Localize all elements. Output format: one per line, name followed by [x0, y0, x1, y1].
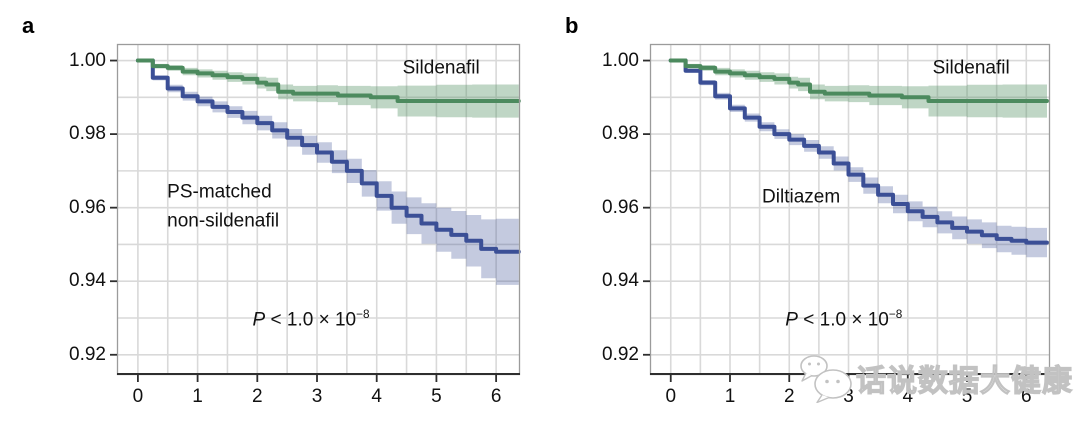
x-tick-label: 6 [1020, 386, 1032, 407]
panel-b: b 1.00 0.98 0.96 0.94 0.92 0 1 2 3 4 5 6 Sildenafil D… [540, 0, 1080, 434]
x-tick-label: 6 [490, 386, 502, 407]
survival-curve [668, 58, 1049, 103]
x-tick-label: 5 [961, 386, 973, 407]
survival-curve [135, 58, 521, 254]
y-tick-label: 1.00 [602, 49, 639, 71]
annotation-ps-matched-label: PS-matched non-sildenafil [167, 181, 280, 232]
panel-label-b: b [565, 13, 579, 38]
ci-band [137, 60, 519, 118]
x-tick-label: 3 [311, 386, 323, 407]
y-tick-label: 1.00 [69, 49, 106, 71]
y-tick-label: 0.92 [69, 343, 106, 365]
y-tick-label: 0.96 [69, 196, 106, 218]
x-tick-label: 1 [724, 386, 736, 407]
annotation-diltiazem-label: Diltiazem [762, 185, 841, 207]
x-tick-label: 5 [431, 386, 442, 407]
annotation-p-value: P < 1.0 × 10−8 [785, 307, 903, 331]
x-tick-label: 4 [902, 386, 914, 407]
annotation-sildenafil-label: Sildenafil [932, 57, 1010, 79]
x-tick-label: 4 [371, 386, 382, 407]
y-tick-label: 0.92 [602, 343, 639, 365]
plot-area-a [110, 43, 521, 382]
chat-bubbles-icon [800, 355, 852, 403]
y-tick-label: 0.94 [69, 270, 106, 292]
km-plot-b [643, 43, 1051, 382]
x-tick-label: 3 [843, 386, 854, 407]
ci-band [137, 60, 519, 287]
x-tick-label: 1 [192, 386, 203, 407]
panel-a: a 1.00 0.98 0.96 0.94 0.92 0 1 2 3 4 5 6 Sildenafil P… [22, 13, 521, 407]
survival-curve [135, 58, 521, 103]
x-tick-label: 2 [252, 386, 263, 407]
watermark: 话说数据大健康 [797, 353, 1073, 403]
km-plot-a [110, 43, 521, 382]
annotation-sildenafil-label: Sildenafil [402, 57, 480, 79]
y-tick-label: 0.98 [69, 123, 106, 145]
ci-band [670, 60, 1047, 118]
plot-area-b [643, 43, 1051, 382]
y-tick-label: 0.96 [602, 196, 639, 218]
watermark-text: 话说数据大健康 [855, 364, 1073, 398]
panel-label-a: a [22, 13, 35, 38]
y-tick-label: 0.98 [602, 123, 639, 145]
annotation-p-value: P < 1.0 × 10−8 [252, 307, 370, 331]
x-tick-label: 0 [665, 386, 677, 407]
x-tick-label: 2 [783, 386, 795, 407]
x-tick-label: 0 [132, 386, 144, 407]
y-tick-label: 0.94 [602, 270, 639, 292]
survival-curve [668, 58, 1049, 245]
